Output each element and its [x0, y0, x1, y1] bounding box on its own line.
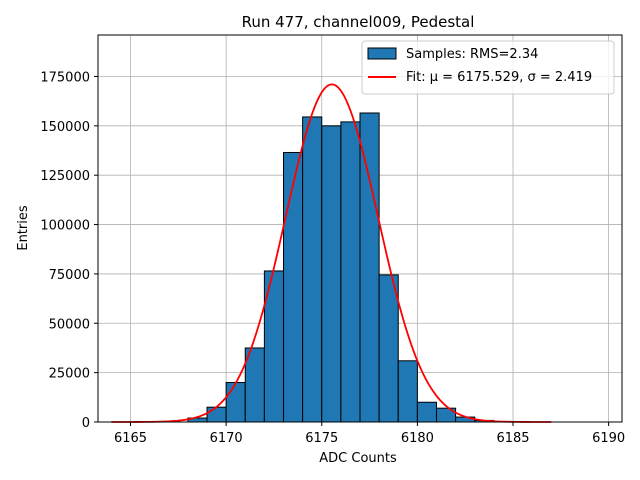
legend-samples-label: Samples: RMS=2.34: [406, 47, 538, 62]
histogram-bar: [225, 382, 246, 423]
histogram-bar: [378, 274, 399, 423]
histogram-bar: [206, 406, 227, 423]
x-axis-label: ADC Counts: [319, 451, 397, 466]
y-tick-label: 50000: [49, 317, 90, 332]
x-tick-label: 6190: [592, 431, 625, 446]
y-tick-label: 175000: [40, 70, 90, 85]
fit-curve-group: [111, 83, 552, 423]
fit-curve: [111, 83, 552, 423]
histogram-bar: [302, 116, 323, 423]
histogram-bar: [283, 151, 304, 423]
histogram-bar: [321, 125, 342, 423]
legend-fit-label: Fit: μ = 6175.529, σ = 2.419: [406, 70, 592, 85]
chart-title: Run 477, channel009, Pedestal: [242, 13, 475, 31]
y-tick-label: 100000: [40, 219, 90, 234]
x-tick-label: 6185: [496, 431, 529, 446]
histogram-bar: [244, 347, 265, 423]
plot-frame: [97, 34, 623, 423]
histogram-bar: [359, 112, 380, 423]
histogram-bar: [340, 121, 361, 423]
histogram-bar: [416, 401, 437, 423]
y-tick-label: 125000: [40, 169, 90, 184]
histogram-bar: [397, 360, 418, 423]
legend-samples-swatch: [367, 47, 397, 60]
y-tick-label: 25000: [49, 367, 90, 382]
y-tick-label: 0: [82, 416, 90, 431]
x-tick-label: 6165: [114, 431, 147, 446]
y-axis-ticks: 0 25000 50000 75000 100000 125000 150000 175000: [40, 70, 98, 431]
y-tick-label: 75000: [49, 268, 90, 283]
histogram-bars: [187, 112, 495, 423]
x-tick-label: 6175: [305, 431, 338, 446]
y-tick-label: 150000: [40, 120, 90, 135]
legend-box: [361, 40, 615, 95]
x-tick-label: 6180: [401, 431, 434, 446]
x-axis-ticks: 6165 6170 6175 6180 6185 6190: [114, 422, 625, 446]
x-tick-label: 6170: [210, 431, 243, 446]
y-axis-label: Entries: [16, 205, 31, 251]
legend: Samples: RMS=2.34 Fit: μ = 6175.529, σ =…: [361, 40, 615, 95]
